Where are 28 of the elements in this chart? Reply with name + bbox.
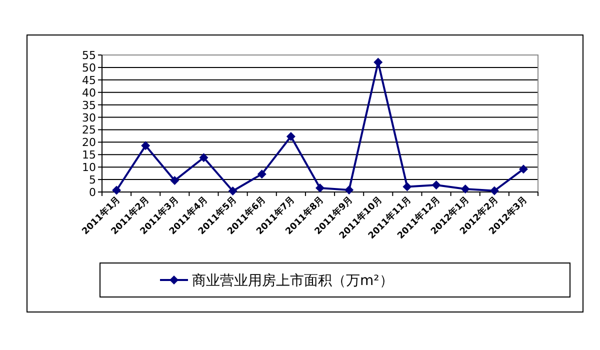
y-tick-label: 5: [89, 174, 96, 187]
point: [141, 141, 150, 150]
y-tick-label: 40: [82, 86, 96, 100]
y-tick-label: 25: [82, 124, 96, 137]
y-tick-label: 0: [89, 186, 96, 199]
point: [170, 176, 180, 186]
y-tick-label: 20: [82, 136, 96, 150]
point: [112, 186, 122, 195]
legend-label: 商业营业用房上市面积（万m²）: [192, 273, 394, 289]
y-tick-label: 15: [82, 148, 96, 162]
y-tick-label: 30: [82, 111, 96, 124]
point: [257, 170, 266, 179]
point: [490, 186, 499, 196]
point: [316, 184, 324, 193]
y-tick-label: 55: [82, 49, 96, 62]
y-tick-label: 50: [82, 61, 96, 74]
point: [460, 184, 470, 194]
point: [286, 132, 296, 141]
point: [199, 153, 208, 162]
legend: 商业营业用房上市面积（万m²）: [100, 262, 570, 298]
point: [344, 186, 354, 195]
point: [432, 180, 441, 190]
point: [228, 186, 238, 196]
point: [402, 182, 412, 192]
y-tick-label: 10: [82, 161, 96, 174]
y-tick-label: 35: [82, 98, 96, 112]
y-tick-label: 45: [82, 74, 96, 87]
point: [518, 164, 528, 174]
